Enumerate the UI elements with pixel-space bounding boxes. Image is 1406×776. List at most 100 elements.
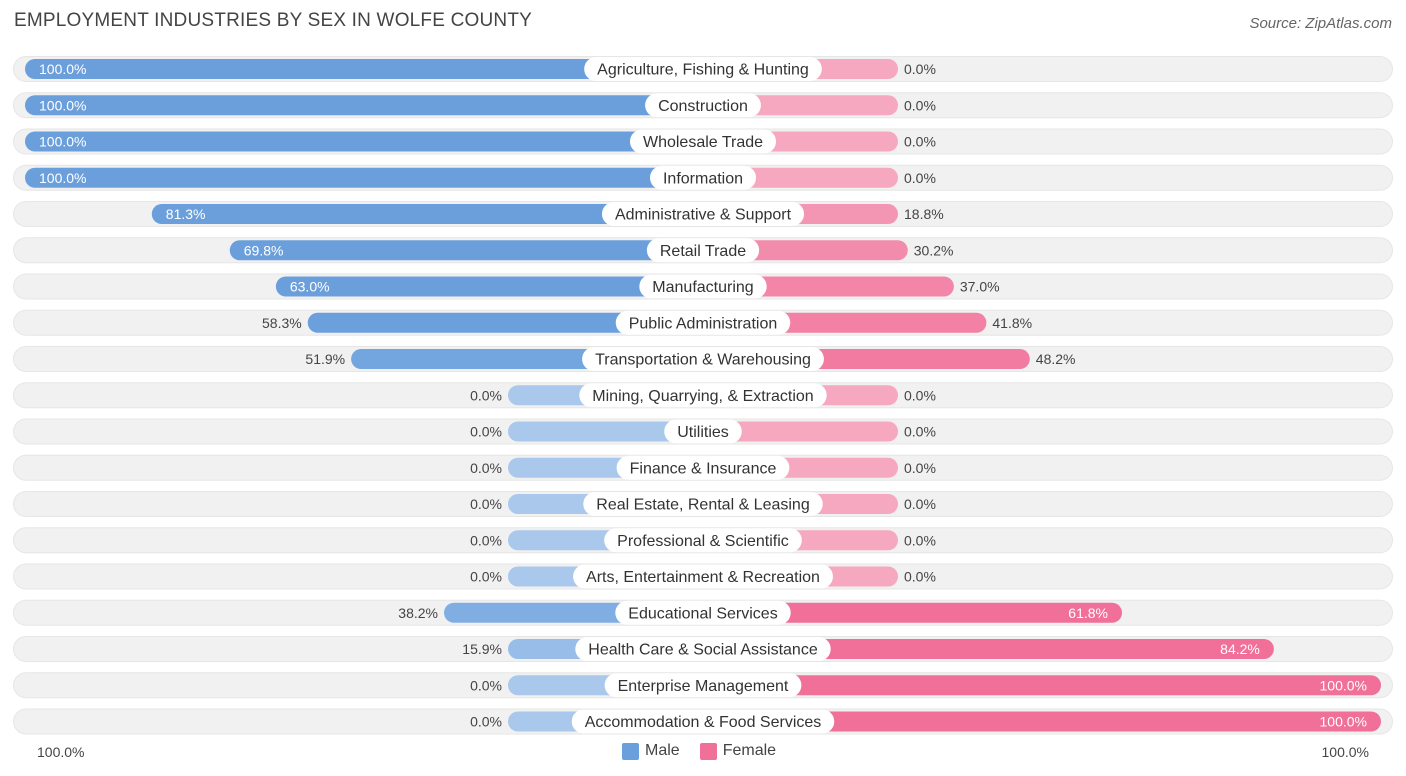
category-label: Health Care & Social Assistance — [588, 642, 818, 659]
female-value-label: 0.0% — [904, 170, 936, 186]
male-value-label: 0.0% — [470, 460, 502, 476]
female-bar — [703, 639, 1274, 659]
category-label: Educational Services — [628, 605, 777, 622]
male-bar — [25, 59, 703, 79]
bar-row: 0.0% 0.0% Real Estate, Rental & Leasing — [13, 491, 1393, 517]
category-pill — [584, 57, 822, 81]
male-bar — [508, 421, 703, 442]
legend-item-female[interactable]: Female — [699, 742, 777, 760]
legend-label-male: Male — [645, 742, 680, 759]
male-value-label: 0.0% — [470, 677, 502, 693]
female-value-label: 0.0% — [904, 97, 936, 113]
male-value-label: 0.0% — [470, 496, 502, 512]
female-value-label: 61.8% — [1068, 605, 1108, 621]
female-value-label: 37.0% — [960, 279, 1000, 295]
female-value-label: 48.2% — [1036, 351, 1076, 367]
bar-row: 81.3% 18.8% Administrative & Support — [13, 201, 1393, 227]
category-label: Agriculture, Fishing & Hunting — [597, 62, 809, 79]
category-pill — [575, 637, 831, 661]
male-bar — [275, 276, 703, 297]
female-value-label: 18.8% — [904, 206, 944, 222]
axis-left-label: 100.0% — [37, 744, 85, 760]
category-label: Transportation & Warehousing — [595, 352, 811, 369]
source-label: Source: ZipAtlas.com — [1249, 15, 1392, 32]
category-label: Real Estate, Rental & Leasing — [596, 497, 809, 514]
female-value-label: 100.0% — [1320, 677, 1367, 693]
legend-label-female: Female — [722, 742, 777, 759]
male-bar — [229, 240, 704, 261]
category-pill — [639, 274, 767, 299]
bar-row: 0.0% 0.0% Utilities — [13, 418, 1393, 445]
male-bar — [25, 131, 703, 152]
bar-row: 100.0% 0.0% Construction — [13, 92, 1393, 119]
category-label: Utilities — [677, 424, 729, 441]
category-pill — [573, 564, 833, 589]
female-value-label: 0.0% — [904, 387, 936, 403]
male-value-label: 81.3% — [166, 206, 206, 222]
category-pill — [615, 600, 791, 625]
female-bar — [703, 675, 1381, 696]
bar-row: 0.0% 0.0% Arts, Entertainment & Recreation — [13, 563, 1393, 590]
category-label: Administrative & Support — [615, 207, 792, 224]
male-value-label: 38.2% — [398, 605, 438, 621]
male-value-label: 0.0% — [470, 387, 502, 403]
bar-row: 0.0% 0.0% Mining, Quarrying, & Extraction — [13, 382, 1393, 409]
bar-row: 51.9% 48.2% Transportation & Warehousing — [13, 346, 1393, 372]
bar-row: 15.9% 84.2% Health Care & Social Assistanc… — [13, 636, 1393, 662]
legend-item-male[interactable]: Male — [622, 742, 680, 760]
legend-swatch-female — [699, 742, 717, 760]
category-pill — [604, 673, 802, 698]
category-label: Information — [663, 170, 743, 187]
male-value-label: 0.0% — [470, 714, 502, 730]
axis-right-label: 100.0% — [1321, 744, 1369, 760]
male-value-label: 0.0% — [470, 532, 502, 548]
male-value-label: 100.0% — [39, 61, 86, 77]
bar-row: 100.0% 0.0% Wholesale Trade — [13, 128, 1393, 155]
female-value-label: 0.0% — [904, 424, 936, 440]
male-value-label: 69.8% — [244, 242, 284, 258]
category-pill — [582, 347, 824, 371]
category-label: Arts, Entertainment & Recreation — [586, 569, 820, 586]
bar-row: 0.0% 0.0% Finance & Insurance — [13, 454, 1393, 481]
male-bar — [307, 312, 703, 333]
male-bar — [25, 95, 703, 116]
category-label: Enterprise Management — [618, 678, 789, 695]
female-value-label: 0.0% — [904, 460, 936, 476]
female-bar — [703, 276, 954, 297]
category-label: Public Administration — [629, 315, 778, 332]
female-bar — [703, 602, 1123, 623]
category-label: Construction — [658, 98, 748, 115]
chart-title: EMPLOYMENT INDUSTRIES BY SEX IN WOLFE CO… — [14, 10, 533, 31]
female-value-label: 0.0% — [904, 569, 936, 585]
category-pill — [571, 709, 835, 734]
category-pill — [583, 492, 823, 516]
category-pill — [646, 238, 760, 263]
legend: Male Female — [622, 742, 776, 760]
category-label: Retail Trade — [660, 243, 746, 260]
male-value-label: 51.9% — [305, 351, 345, 367]
bar-row: 100.0% 0.0% Agriculture, Fishing & Hunting — [13, 56, 1393, 82]
category-pill — [649, 165, 757, 190]
female-value-label: 0.0% — [904, 134, 936, 150]
category-label: Manufacturing — [652, 279, 753, 296]
legend-swatch-male — [622, 742, 639, 760]
male-value-label: 0.0% — [470, 424, 502, 440]
male-value-label: 0.0% — [470, 569, 502, 585]
male-value-label: 15.9% — [462, 641, 502, 657]
category-label: Accommodation & Food Services — [585, 714, 822, 731]
bar-row: 100.0% 0.0% Information — [13, 164, 1393, 191]
female-bar — [703, 711, 1381, 732]
category-label: Wholesale Trade — [643, 134, 763, 151]
chart-canvas: 100.0% 0.0% Agriculture, Fishing & Hunting… — [13, 56, 1393, 735]
male-bar — [25, 167, 703, 188]
category-pill — [616, 455, 790, 480]
bar-row: 58.3% 41.8% Public Administration — [13, 309, 1393, 336]
female-value-label: 0.0% — [904, 532, 936, 548]
category-pill — [579, 383, 827, 408]
female-value-label: 0.0% — [904, 61, 936, 77]
male-value-label: 63.0% — [290, 279, 330, 295]
bar-row: 63.0% 37.0% Manufacturing — [13, 273, 1393, 300]
category-pill — [664, 419, 742, 444]
category-label: Mining, Quarrying, & Extraction — [592, 388, 813, 405]
category-label: Finance & Insurance — [630, 460, 777, 477]
